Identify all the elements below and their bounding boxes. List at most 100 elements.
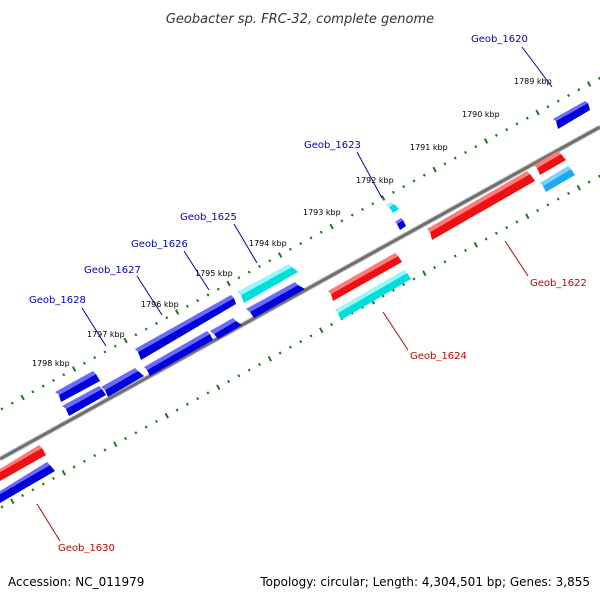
tick-mark [41,384,45,388]
gene-arrow-geob-1626b [210,318,242,339]
gene-arrows [0,101,590,503]
tick-mark [155,419,158,423]
tick-mark [123,337,128,344]
tick-mark [155,321,158,325]
tick-mark [206,293,210,297]
tick-mark [185,304,189,308]
gene-label-geob-1626[interactable]: Geob_1626 [131,239,188,250]
tick-mark [391,190,395,194]
tick-mark [237,276,241,280]
tick-mark [288,247,292,251]
tick-mark [82,361,86,365]
tick-mark [71,366,77,372]
tick-mark [567,93,570,97]
leader-geob-1624 [382,311,409,351]
gene-label-geob-1623[interactable]: Geob_1623 [304,140,361,151]
tick-mark [226,280,231,287]
tick-mark [505,128,509,132]
tick-mark [21,493,25,498]
leader-geob-1622 [504,240,529,277]
tick-mark [227,379,231,384]
tick-mark [165,316,169,320]
tick-mark [258,362,261,366]
tick-mark [371,202,375,206]
label-leader-lines [36,46,553,542]
tick-mark [464,150,467,154]
kbp-label-1795: 1795 kbp [195,269,233,278]
tick-mark [247,270,251,274]
tick-mark [330,322,334,327]
tick-mark [134,333,138,337]
leader-geob-1627 [136,275,163,316]
gene-arrow-geob-1626 [135,295,236,360]
tick-mark [124,436,128,441]
tick-mark [422,173,426,177]
tick-mark [576,184,581,191]
tick-mark [433,265,437,270]
tick-mark [278,351,282,355]
tick-mark [103,350,107,354]
gene-label-geob-1625[interactable]: Geob_1625 [180,212,237,223]
gene-label-geob-1620[interactable]: Geob_1620 [471,34,528,45]
leader-geob-1626 [183,250,210,291]
tick-mark [402,185,406,189]
tick-mark [134,431,138,435]
gene-arrow-geob-1624b [335,270,411,320]
tick-mark [0,407,4,411]
tick-mark [268,259,272,263]
gene-label-geob-1622[interactable]: Geob_1622 [530,278,587,289]
tick-mark [567,191,570,195]
tick-mark [474,145,478,149]
tick-mark [41,482,45,486]
gene-arrow-geob-1624 [328,253,402,301]
tick-mark [247,368,251,372]
tick-mark [82,459,86,463]
kbp-label-1791: 1791 kbp [410,143,448,152]
tick-mark [556,197,560,201]
tick-mark [10,498,15,505]
tick-mark [52,476,55,480]
tick-mark [144,327,148,331]
gene-arrow-geob-1630b [0,462,55,503]
tick-mark [72,465,76,469]
leader-geob-1623 [356,151,383,199]
tick-mark [309,236,313,240]
tick-mark [340,219,344,223]
gene-arrow-geob-1625 [237,264,298,303]
tick-mark [237,374,241,378]
tick-mark [586,81,592,87]
leader-geob-1620 [521,46,553,88]
tick-mark [216,287,220,291]
tick-mark [144,425,148,429]
tick-mark [93,454,97,458]
tick-mark [164,412,169,419]
tick-mark [391,288,395,292]
tick-mark [20,394,25,401]
tick-mark [587,180,591,184]
gene-arrow-geob-1628 [55,371,100,402]
tick-mark [412,179,416,183]
tick-mark [299,242,303,246]
tick-mark [93,356,97,360]
tick-mark [267,355,272,362]
gene-arrow-geob-1623 [386,202,399,213]
tick-mark [0,505,4,509]
gene-arrow-geob-1621 [534,151,566,175]
tick-mark [494,231,498,235]
gene-label-geob-1624[interactable]: Geob_1624 [410,351,467,362]
gene-arrow-geob-1623b [395,218,406,230]
gene-label-geob-1628[interactable]: Geob_1628 [29,295,86,306]
tick-mark [402,283,406,287]
topology-text: Topology: circular; Length: 4,304,501 bp… [259,575,590,589]
upper-tick-row [0,76,600,411]
tick-mark [329,223,334,230]
tick-mark [483,138,489,144]
tick-mark [535,109,540,116]
leader-geob-1630 [36,503,61,542]
tick-mark [319,230,323,234]
gene-label-geob-1627[interactable]: Geob_1627 [84,265,141,276]
tick-mark [546,203,550,207]
gene-label-geob-1630[interactable]: Geob_1630 [58,543,115,554]
tick-mark [380,195,386,201]
tick-mark [464,248,467,252]
